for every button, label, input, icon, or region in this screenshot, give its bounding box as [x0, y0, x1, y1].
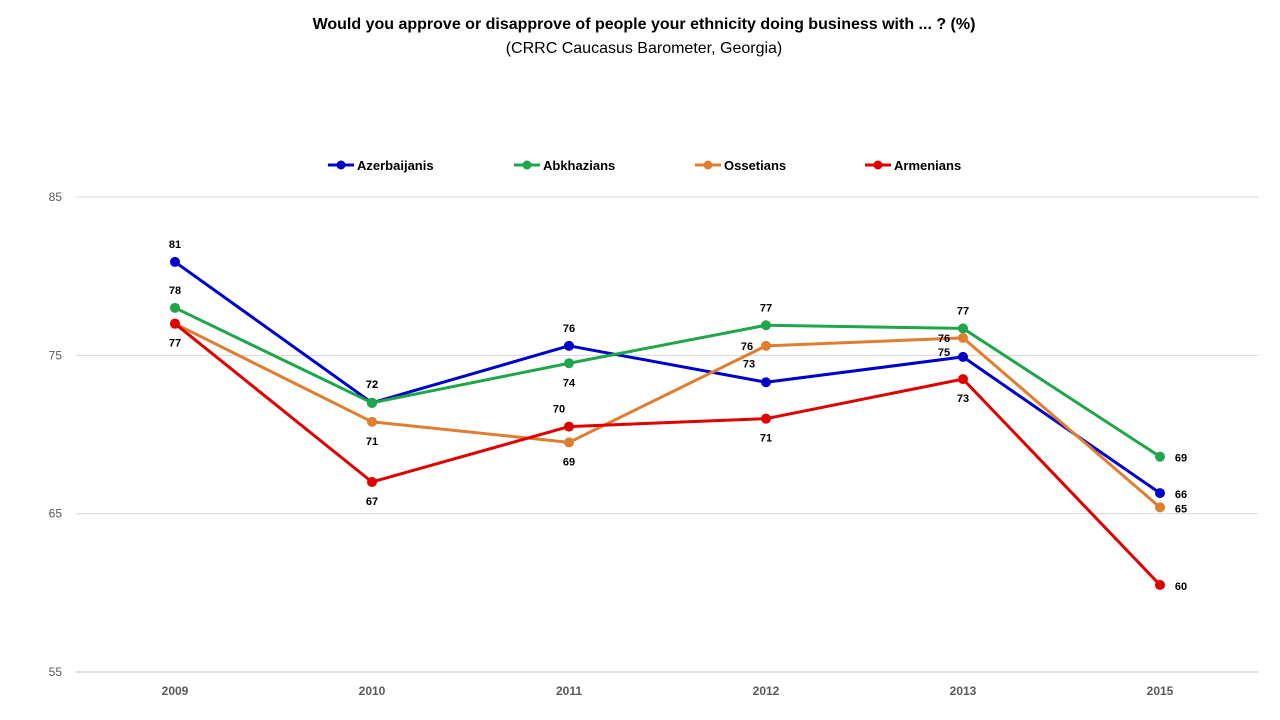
- x-tick-label: 2012: [753, 684, 780, 698]
- data-label-azerbaijanis: 66: [1175, 489, 1187, 501]
- data-point-ossetians: [367, 416, 377, 427]
- data-point-armenians: [367, 477, 377, 487]
- legend-swatch-marker: [522, 160, 532, 170]
- data-label-azerbaijanis: 81: [169, 239, 181, 251]
- data-label-abkhazians: 77: [760, 302, 772, 314]
- legend-label: Abkhazians: [543, 158, 615, 173]
- data-point-abkhazians: [1155, 451, 1165, 462]
- grid-lines: [76, 196, 1258, 673]
- legend-label: Azerbaijanis: [357, 158, 434, 173]
- data-label-abkhazians: 69: [1175, 453, 1187, 465]
- data-label-ossetians: 65: [1175, 503, 1187, 515]
- data-label-azerbaijanis: 72: [366, 379, 378, 391]
- data-point-armenians: [564, 421, 574, 432]
- data-label-ossetians: 77: [169, 338, 181, 350]
- axis-labels: 55 65 75 85 2009 2010 2011 2012 2013 2015: [49, 190, 1174, 698]
- legend-label: Ossetians: [724, 158, 786, 173]
- series-lines: [170, 256, 1165, 590]
- data-label-ossetians: 76: [938, 333, 950, 345]
- series-line-armenians: [173, 322, 1162, 587]
- data-label-ossetians: 71: [366, 436, 378, 448]
- chart-title: Would you approve or disapprove of peopl…: [312, 16, 976, 33]
- x-tick-label: 2009: [162, 684, 189, 698]
- y-tick-label: 75: [49, 348, 63, 362]
- data-point-abkhazians: [564, 358, 574, 369]
- data-label-armenians: 60: [1175, 581, 1187, 593]
- data-label-azerbaijanis: 76: [563, 323, 575, 335]
- data-point-azerbaijanis: [958, 351, 968, 362]
- data-point-abkhazians: [761, 320, 771, 331]
- data-point-azerbaijanis: [761, 377, 771, 388]
- data-point-ossetians: [1155, 502, 1165, 513]
- data-point-ossetians: [958, 332, 968, 343]
- data-point-armenians: [170, 318, 180, 329]
- series-line-abkhazians: [173, 306, 1162, 459]
- legend-swatch-marker: [703, 160, 713, 170]
- data-label-ossetians: 76: [741, 341, 753, 353]
- data-point-armenians: [1155, 579, 1165, 590]
- y-tick-label: 55: [49, 665, 63, 679]
- data-point-armenians: [958, 374, 968, 385]
- data-point-abkhazians: [170, 302, 180, 313]
- y-tick-label: 85: [49, 190, 63, 204]
- data-point-ossetians: [761, 340, 771, 351]
- y-tick-label: 65: [49, 507, 63, 521]
- data-label-ossetians: 69: [563, 456, 575, 468]
- legend-swatch-marker: [336, 160, 346, 170]
- data-label-azerbaijanis: 73: [743, 358, 755, 370]
- data-label-armenians: 71: [760, 433, 772, 445]
- legend-swatch-marker: [873, 160, 883, 170]
- legend-label: Armenians: [894, 158, 961, 173]
- data-label-armenians: 67: [366, 496, 378, 508]
- data-point-azerbaijanis: [1155, 488, 1165, 499]
- chart-subtitle: (CRRC Caucasus Barometer, Georgia): [505, 40, 783, 57]
- data-label-armenians: 70: [553, 404, 565, 416]
- data-point-armenians: [761, 413, 771, 424]
- data-point-ossetians: [564, 437, 574, 448]
- data-label-abkhazians: 72: [366, 379, 378, 391]
- data-point-azerbaijanis: [170, 256, 180, 267]
- x-tick-label: 2010: [359, 684, 386, 698]
- data-point-abkhazians: [958, 323, 968, 334]
- series-line-ossetians: [173, 322, 1162, 509]
- x-tick-label: 2015: [1147, 684, 1174, 698]
- data-label-azerbaijanis: 75: [938, 347, 950, 359]
- data-point-azerbaijanis: [564, 340, 574, 351]
- data-label-abkhazians: 77: [957, 305, 969, 317]
- data-label-armenians: 73: [957, 393, 969, 405]
- data-label-abkhazians: 74: [563, 377, 576, 389]
- x-tick-label: 2011: [556, 684, 582, 698]
- x-tick-label: 2013: [950, 684, 977, 698]
- data-point-abkhazians: [367, 397, 377, 408]
- legend: Azerbaijanis Abkhazians Ossetians Armenians: [328, 158, 961, 173]
- series-line-azerbaijanis: [173, 260, 1162, 495]
- data-label-abkhazians: 78: [169, 285, 181, 297]
